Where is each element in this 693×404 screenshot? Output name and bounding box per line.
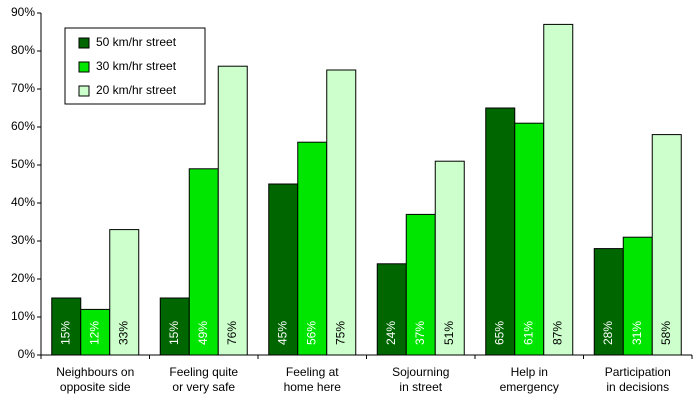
bar bbox=[268, 183, 299, 356]
value-label: 12% bbox=[87, 321, 101, 345]
bar bbox=[485, 107, 516, 356]
legend-swatch bbox=[78, 61, 90, 73]
value-label: 76% bbox=[225, 321, 239, 345]
bar bbox=[622, 236, 653, 356]
x-tick-label: Feeling quite bbox=[169, 365, 238, 379]
y-tick-label: 90% bbox=[11, 5, 35, 19]
bar bbox=[297, 141, 328, 356]
x-tick-label: Neighbours on bbox=[56, 365, 134, 379]
bar bbox=[514, 122, 545, 356]
legend-label: 30 km/hr street bbox=[96, 59, 177, 73]
value-label: 37% bbox=[413, 321, 427, 345]
value-label: 75% bbox=[333, 321, 347, 345]
value-label: 15% bbox=[167, 321, 181, 345]
legend: 50 km/hr street 30 km/hr street 20 km/hr s… bbox=[64, 27, 206, 105]
x-tick-label: or very safe bbox=[172, 380, 235, 394]
value-label: 65% bbox=[492, 321, 506, 345]
y-tick-label: 10% bbox=[11, 309, 35, 323]
legend-swatch bbox=[78, 85, 90, 97]
value-label: 28% bbox=[601, 321, 615, 345]
x-tick-label: Participation bbox=[605, 365, 671, 379]
legend-label: 50 km/hr street bbox=[96, 35, 177, 49]
value-label: 51% bbox=[442, 321, 456, 345]
x-tick-label: in decisions bbox=[606, 380, 669, 394]
bar bbox=[188, 168, 219, 356]
y-tick-label: 80% bbox=[11, 43, 35, 57]
legend-swatch bbox=[78, 37, 90, 49]
x-tick-label: opposite side bbox=[60, 380, 131, 394]
legend-label: 20 km/hr street bbox=[96, 83, 177, 97]
x-tick-label: emergency bbox=[500, 380, 559, 394]
value-label: 61% bbox=[521, 321, 535, 345]
bar bbox=[217, 65, 248, 356]
bar bbox=[651, 134, 682, 356]
y-tick-label: 60% bbox=[11, 119, 35, 133]
x-tick-label: home here bbox=[284, 380, 342, 394]
y-tick-label: 0% bbox=[18, 347, 36, 361]
x-tick-label: in street bbox=[399, 380, 442, 394]
bar bbox=[405, 213, 436, 356]
value-label: 31% bbox=[630, 321, 644, 345]
bar bbox=[326, 69, 357, 356]
y-tick-label: 20% bbox=[11, 271, 35, 285]
y-tick-label: 70% bbox=[11, 81, 35, 95]
value-label: 56% bbox=[304, 321, 318, 345]
y-tick-label: 40% bbox=[11, 195, 35, 209]
bar bbox=[543, 23, 574, 356]
bar bbox=[80, 308, 111, 356]
y-tick-label: 50% bbox=[11, 157, 35, 171]
bar bbox=[434, 160, 465, 356]
value-label: 87% bbox=[550, 321, 564, 345]
x-tick-label: Sojourning bbox=[392, 365, 449, 379]
x-tick-label: Help in bbox=[511, 365, 548, 379]
value-label: 45% bbox=[275, 321, 289, 345]
value-label: 33% bbox=[116, 321, 130, 345]
value-label: 15% bbox=[58, 321, 72, 345]
bar bbox=[159, 297, 190, 356]
value-label: 58% bbox=[659, 321, 673, 345]
value-label: 49% bbox=[196, 321, 210, 345]
value-label: 24% bbox=[384, 321, 398, 345]
y-tick-label: 30% bbox=[11, 233, 35, 247]
x-tick-label: Feeling at bbox=[286, 365, 339, 379]
